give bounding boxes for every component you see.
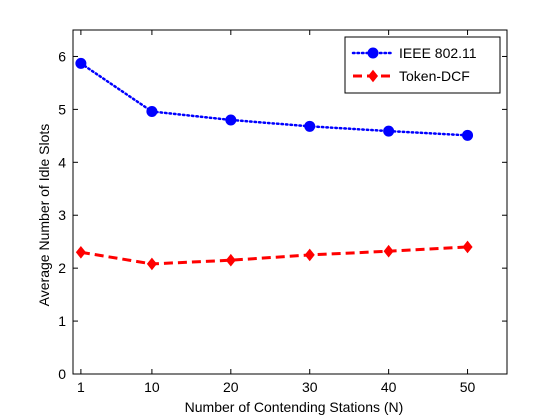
data-point-token-dcf (75, 245, 86, 259)
y-tick-label: 4 (58, 154, 66, 170)
data-point-ieee-802-11 (146, 106, 158, 118)
series-ieee-802-11 (75, 57, 474, 141)
y-tick-label: 0 (58, 366, 66, 382)
series-line-token-dcf (80, 245, 468, 266)
x-tick-label: 50 (460, 379, 476, 395)
legend: IEEE 802.11 Token-DCF (344, 36, 501, 94)
legend-box (344, 36, 501, 94)
x-tick-label: 40 (381, 379, 397, 395)
x-tick-label: 30 (302, 379, 318, 395)
x-axis-label: Number of Contending Stations (N) (185, 399, 404, 415)
y-tick-label: 6 (58, 48, 66, 64)
data-point-ieee-802-11 (75, 57, 87, 69)
x-tick-label: 10 (144, 379, 160, 395)
data-point-token-dcf (225, 253, 236, 267)
legend-marker-ieee-802-11 (367, 47, 379, 59)
legend-marker-token-dcf (367, 69, 379, 83)
legend-label-token-dcf: Token-DCF (399, 68, 470, 84)
plot-frame (72, 29, 508, 375)
x-tick-label: 20 (223, 379, 239, 395)
y-axis-label: Average Number of Idle Slots (36, 124, 52, 307)
data-point-token-dcf (383, 244, 394, 258)
series-token-dcf (75, 240, 473, 271)
data-point-ieee-802-11 (462, 129, 474, 141)
data-point-ieee-802-11 (304, 120, 316, 132)
legend-label-ieee-802-11: IEEE 802.11 (399, 45, 477, 61)
data-point-token-dcf (462, 240, 473, 254)
x-tick-label: 1 (77, 379, 85, 395)
series-line-ieee-802-11 (79, 62, 469, 137)
data-point-token-dcf (146, 257, 157, 271)
data-point-token-dcf (304, 248, 315, 262)
data-point-ieee-802-11 (383, 125, 395, 137)
y-tick-label: 3 (58, 207, 66, 223)
data-point-ieee-802-11 (225, 114, 237, 126)
y-tick-label: 5 (58, 101, 66, 117)
y-tick-label: 1 (58, 313, 66, 329)
y-tick-label: 2 (58, 260, 66, 276)
